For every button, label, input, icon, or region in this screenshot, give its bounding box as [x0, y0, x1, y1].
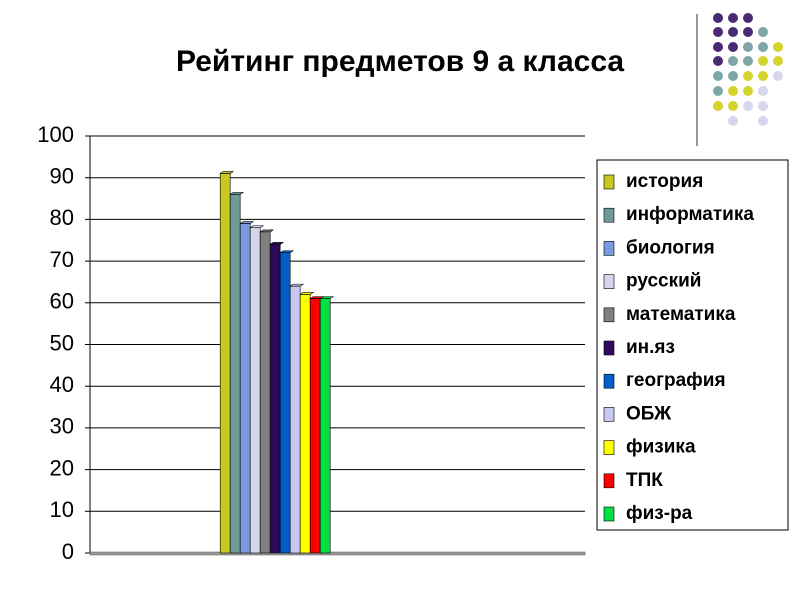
bar — [239, 223, 251, 554]
legend-label: информатика — [626, 204, 754, 225]
legend-label: ТПК — [626, 470, 663, 491]
bar — [259, 231, 271, 554]
bar-top — [219, 171, 235, 174]
legend-swatch — [603, 340, 615, 356]
bar — [289, 285, 301, 554]
y-tick-label: 70 — [50, 247, 74, 272]
bar-top — [259, 229, 275, 233]
y-tick-label: 60 — [50, 289, 74, 314]
legend-swatch — [603, 307, 615, 323]
y-tick-label: 20 — [50, 455, 74, 480]
legend-swatch — [603, 241, 615, 256]
decoration — [696, 13, 783, 146]
chart-title: Рейтинг предметов 9 а класса — [176, 45, 624, 78]
y-tick-label: 80 — [50, 205, 74, 230]
legend-swatch — [603, 407, 615, 422]
legend-swatch — [603, 440, 615, 455]
y-tick-label: 50 — [50, 330, 74, 355]
legend-label: физика — [626, 437, 696, 458]
floor — [89, 551, 586, 556]
legend-label: русский — [626, 271, 701, 292]
legend-swatch — [603, 207, 615, 223]
y-tick-label: 30 — [50, 414, 74, 439]
dots — [713, 27, 768, 96]
legend-swatch — [603, 473, 615, 489]
y-tick-label: 90 — [50, 164, 74, 189]
bar — [269, 244, 281, 554]
y-tick-label: 10 — [50, 497, 74, 522]
bar — [299, 294, 311, 554]
dots — [728, 71, 783, 126]
bar — [249, 227, 261, 554]
legend-box — [596, 159, 789, 531]
bar — [219, 173, 231, 554]
legend-swatch — [603, 373, 615, 389]
legend-label: ин.яз — [626, 337, 675, 358]
dots — [713, 13, 753, 66]
bar — [309, 298, 321, 554]
y-tick-label: 40 — [50, 372, 74, 397]
bar — [319, 298, 331, 554]
legend-label: математика — [626, 304, 736, 325]
legend-label: биология — [626, 237, 715, 258]
legend-swatch — [603, 274, 615, 289]
legend-label: история — [626, 171, 703, 192]
bar-top — [279, 250, 295, 254]
dots — [713, 42, 783, 111]
bar — [279, 252, 291, 554]
legend-label: физ-ра — [626, 503, 693, 524]
bar — [229, 194, 241, 554]
legend-label: ОБЖ — [626, 403, 672, 424]
y-tick-label: 100 — [37, 122, 74, 147]
y-tick-label: 0 — [62, 539, 74, 564]
legend-swatch — [603, 174, 615, 190]
legend-label: география — [626, 370, 726, 391]
legend-swatch — [603, 506, 615, 522]
